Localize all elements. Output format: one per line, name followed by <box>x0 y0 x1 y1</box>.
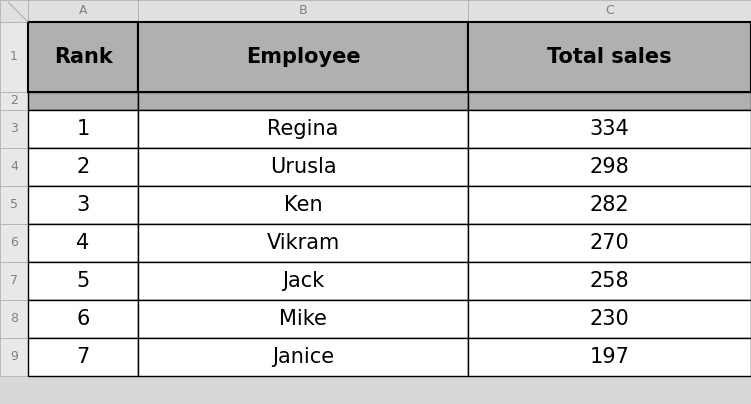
Text: 3: 3 <box>77 195 89 215</box>
Bar <box>138 92 468 110</box>
Text: 197: 197 <box>590 347 629 367</box>
Bar <box>28 0 138 22</box>
Bar <box>138 110 468 148</box>
Bar <box>138 338 468 376</box>
Bar <box>0 262 28 300</box>
Text: 8: 8 <box>10 313 18 326</box>
Bar <box>468 338 751 376</box>
Bar <box>468 186 751 224</box>
Text: 258: 258 <box>590 271 629 291</box>
Text: A: A <box>79 4 87 17</box>
Text: Total sales: Total sales <box>547 47 672 67</box>
Text: 2: 2 <box>10 95 18 107</box>
Bar <box>0 148 28 186</box>
Bar <box>138 22 468 92</box>
Bar <box>0 300 28 338</box>
Text: Regina: Regina <box>267 119 339 139</box>
Text: 7: 7 <box>77 347 89 367</box>
Bar <box>468 262 751 300</box>
Bar <box>138 186 468 224</box>
Text: 2: 2 <box>77 157 89 177</box>
Bar <box>0 22 28 92</box>
Text: C: C <box>605 4 614 17</box>
Bar <box>0 0 28 22</box>
Text: 7: 7 <box>10 274 18 288</box>
Text: 3: 3 <box>10 122 18 135</box>
Bar <box>28 110 138 148</box>
Bar <box>138 300 468 338</box>
Bar <box>468 224 751 262</box>
Bar <box>0 92 28 110</box>
Bar <box>468 148 751 186</box>
Text: 1: 1 <box>10 50 18 63</box>
Bar <box>28 22 138 92</box>
Text: 270: 270 <box>590 233 629 253</box>
Bar <box>28 148 138 186</box>
Bar <box>0 338 28 376</box>
Text: Rank: Rank <box>53 47 113 67</box>
Bar <box>468 0 751 22</box>
Text: 6: 6 <box>77 309 89 329</box>
Bar <box>138 148 468 186</box>
Text: Urusla: Urusla <box>270 157 336 177</box>
Bar <box>468 92 751 110</box>
Text: 6: 6 <box>10 236 18 250</box>
Text: Mike: Mike <box>279 309 327 329</box>
Bar <box>28 300 138 338</box>
Bar <box>28 262 138 300</box>
Bar <box>138 224 468 262</box>
Text: Employee: Employee <box>246 47 360 67</box>
Text: B: B <box>299 4 307 17</box>
Bar <box>28 224 138 262</box>
Text: 4: 4 <box>77 233 89 253</box>
Bar <box>28 92 138 110</box>
Bar <box>468 300 751 338</box>
Text: Janice: Janice <box>272 347 334 367</box>
Bar <box>0 186 28 224</box>
Text: 5: 5 <box>77 271 89 291</box>
Bar <box>138 262 468 300</box>
Text: Jack: Jack <box>282 271 324 291</box>
Text: 282: 282 <box>590 195 629 215</box>
Bar <box>138 0 468 22</box>
Bar <box>0 110 28 148</box>
Text: 4: 4 <box>10 160 18 173</box>
Text: Ken: Ken <box>284 195 322 215</box>
Text: 9: 9 <box>10 351 18 364</box>
Text: 298: 298 <box>590 157 629 177</box>
Bar <box>28 186 138 224</box>
Text: 230: 230 <box>590 309 629 329</box>
Text: 334: 334 <box>590 119 629 139</box>
Text: 1: 1 <box>77 119 89 139</box>
Bar <box>28 338 138 376</box>
Text: Vikram: Vikram <box>267 233 339 253</box>
Text: 5: 5 <box>10 198 18 212</box>
Bar <box>0 224 28 262</box>
Bar <box>468 22 751 92</box>
Bar <box>468 110 751 148</box>
